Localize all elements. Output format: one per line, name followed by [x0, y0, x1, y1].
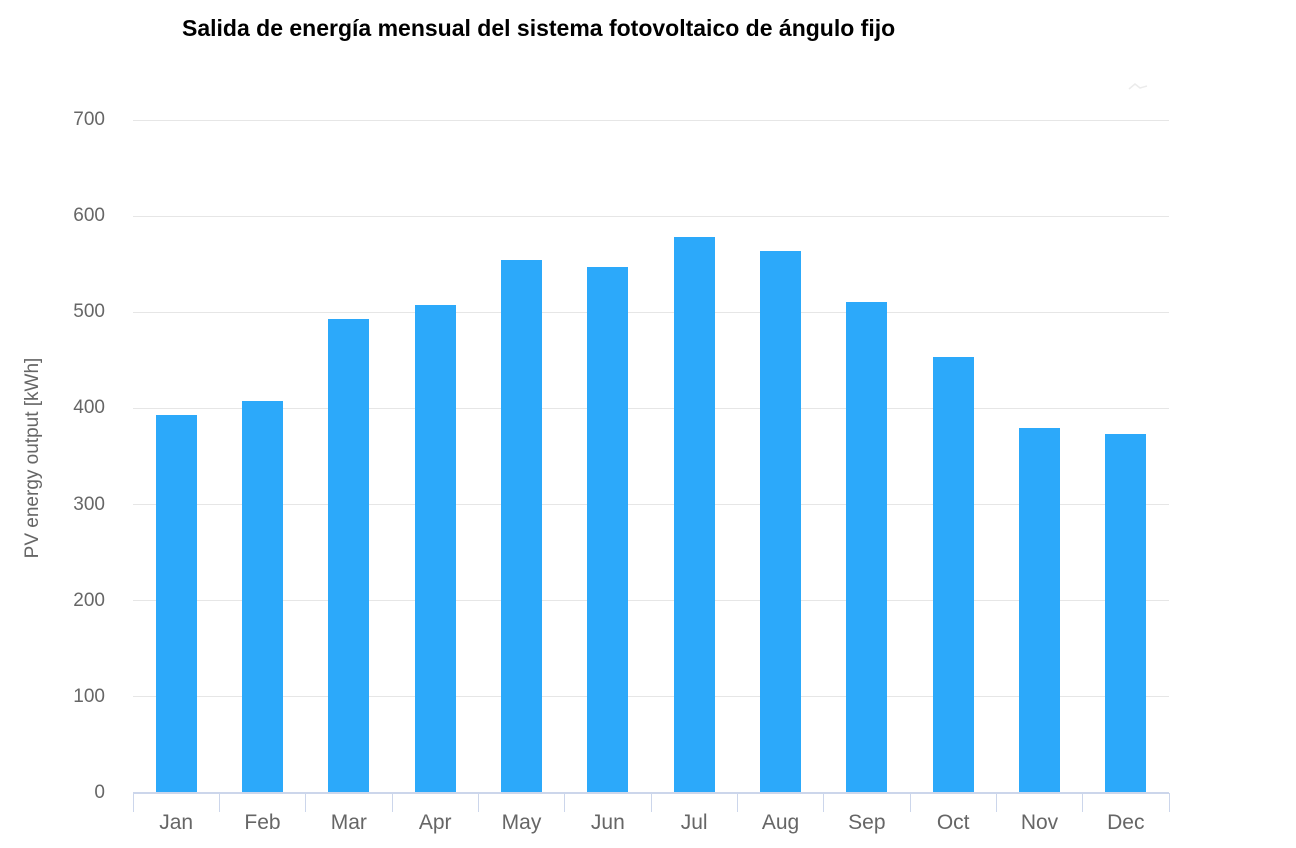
x-axis-tick	[391, 793, 393, 812]
y-tick-label-600: 600	[73, 205, 105, 227]
x-axis-tick	[1168, 793, 1170, 812]
x-axis-tick	[132, 793, 134, 812]
x-tick-label-dec: Dec	[1107, 811, 1145, 834]
bar-jul[interactable]	[673, 237, 715, 793]
y-tick-label-400: 400	[73, 397, 105, 419]
x-tick-label-sep: Sep	[848, 811, 886, 834]
bar-oct[interactable]	[932, 356, 974, 793]
y-axis-title: PV energy output [kWh]	[22, 357, 43, 559]
x-tick-label-mar: Mar	[330, 811, 367, 834]
cursor-artifact	[1128, 83, 1148, 90]
bar-aug[interactable]	[760, 250, 801, 793]
gridline-100	[133, 696, 1169, 698]
x-axis-tick	[564, 793, 566, 812]
bar-jan[interactable]	[155, 415, 197, 793]
bar-feb[interactable]	[242, 400, 283, 793]
x-axis-tick	[1082, 793, 1084, 812]
bar-apr[interactable]	[414, 304, 456, 793]
y-tick-label-100: 100	[73, 685, 105, 707]
gridline-300	[133, 504, 1169, 506]
x-axis-tick	[909, 793, 911, 812]
x-tick-label-jul: Jul	[680, 811, 708, 834]
bar-sep[interactable]	[846, 301, 888, 793]
gridline-400	[133, 407, 1169, 409]
y-tick-label-500: 500	[73, 301, 105, 323]
x-tick-label-may: May	[501, 811, 542, 834]
gridline-700	[133, 119, 1169, 121]
gridline-600	[133, 215, 1169, 217]
bar-mar[interactable]	[328, 319, 370, 793]
bar-dec[interactable]	[1105, 434, 1147, 793]
bar-may[interactable]	[501, 260, 542, 793]
x-tick-label-apr: Apr	[418, 811, 452, 834]
y-tick-label-700: 700	[73, 109, 105, 130]
gridline-200	[133, 600, 1169, 602]
y-tick-label-300: 300	[73, 493, 105, 515]
gridline-500	[133, 311, 1169, 313]
y-tick-label-0: 0	[94, 782, 105, 803]
x-axis-tick	[995, 793, 997, 812]
x-axis-tick	[650, 793, 652, 812]
x-axis-tick	[477, 793, 479, 812]
x-axis-tick	[305, 793, 307, 812]
x-tick-label-jan: Jan	[159, 811, 194, 834]
x-axis-tick	[823, 793, 825, 812]
x-tick-label-nov: Nov	[1020, 811, 1059, 834]
chart-title: Salida de energía mensual del sistema fo…	[182, 15, 896, 41]
bar-jun[interactable]	[587, 267, 629, 793]
x-tick-label-jun: Jun	[590, 811, 625, 834]
y-tick-label-200: 200	[73, 589, 105, 611]
x-tick-label-oct: Oct	[936, 811, 970, 834]
x-axis-tick	[736, 793, 738, 812]
bar-nov[interactable]	[1019, 427, 1060, 793]
x-tick-label-aug: Aug	[761, 811, 800, 834]
x-tick-label-feb: Feb	[244, 811, 281, 834]
x-axis-tick	[218, 793, 220, 812]
